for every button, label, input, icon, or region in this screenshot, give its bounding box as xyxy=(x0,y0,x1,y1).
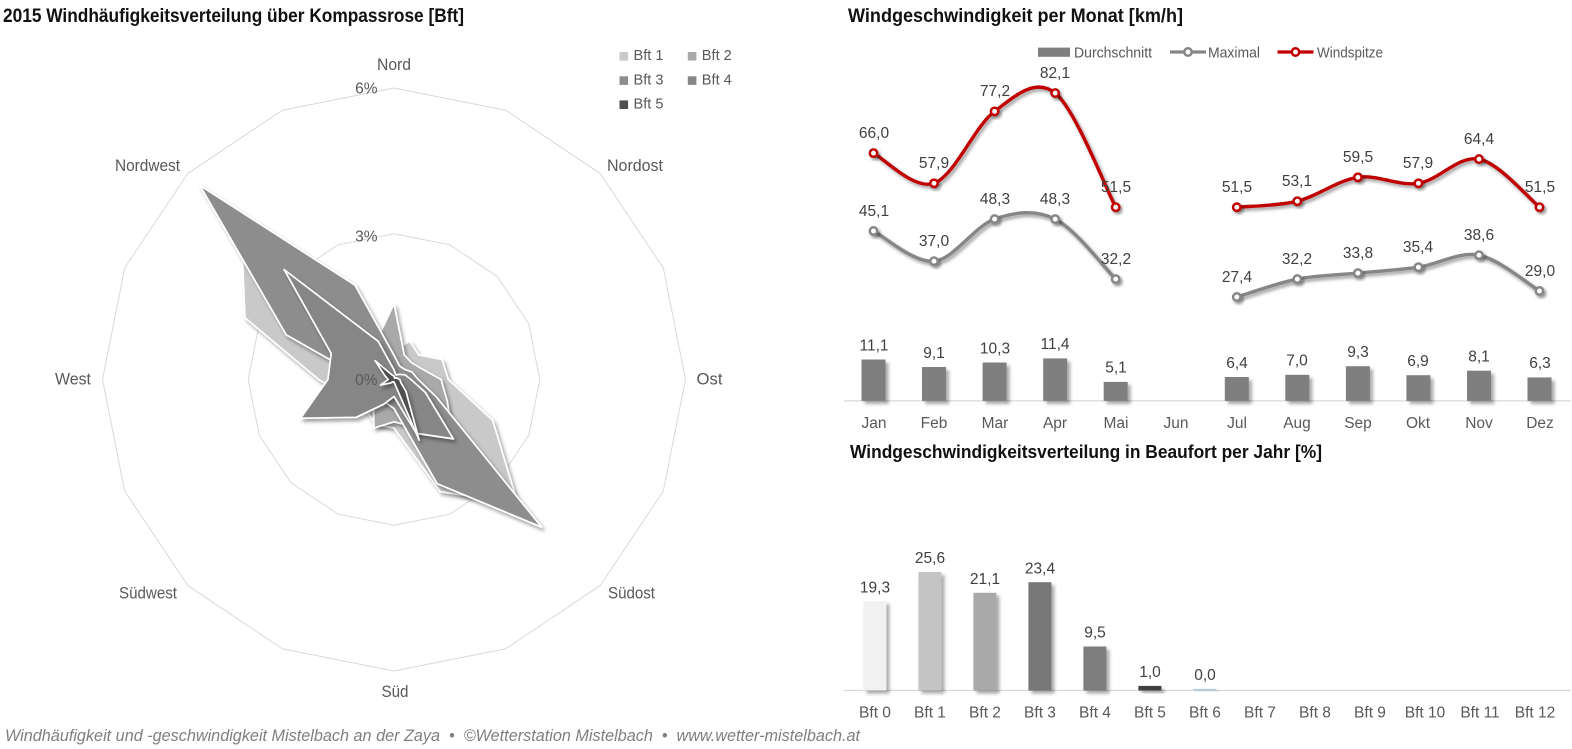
svg-text:Dez: Dez xyxy=(1526,415,1554,432)
svg-text:Nov: Nov xyxy=(1465,415,1493,432)
svg-text:23,4: 23,4 xyxy=(1025,560,1056,577)
svg-text:11,1: 11,1 xyxy=(859,337,888,354)
svg-text:Bft 3: Bft 3 xyxy=(634,72,664,89)
svg-text:Südwest: Südwest xyxy=(119,585,177,603)
svg-text:0,0: 0,0 xyxy=(1194,667,1216,684)
svg-text:Aug: Aug xyxy=(1283,415,1311,432)
svg-text:7,0: 7,0 xyxy=(1286,353,1308,370)
svg-text:Windspitze: Windspitze xyxy=(1317,45,1383,62)
svg-text:57,9: 57,9 xyxy=(1403,155,1433,172)
svg-text:Windhäufigkeit und -geschwindi: Windhäufigkeit und -geschwindigkeit Mist… xyxy=(5,727,861,745)
svg-text:32,2: 32,2 xyxy=(1101,251,1131,268)
svg-text:6%: 6% xyxy=(355,81,378,98)
svg-text:Bft 8: Bft 8 xyxy=(1299,705,1331,722)
svg-text:6,9: 6,9 xyxy=(1407,353,1429,370)
svg-text:77,2: 77,2 xyxy=(980,83,1010,100)
svg-text:66,0: 66,0 xyxy=(859,125,890,142)
svg-text:Bft 2: Bft 2 xyxy=(969,705,1001,722)
svg-text:51,5: 51,5 xyxy=(1222,179,1252,196)
svg-text:Durchschnitt: Durchschnitt xyxy=(1074,45,1153,62)
svg-text:32,2: 32,2 xyxy=(1282,251,1312,268)
svg-text:Nordost: Nordost xyxy=(607,157,663,175)
svg-text:1,0: 1,0 xyxy=(1139,664,1161,681)
svg-text:33,8: 33,8 xyxy=(1343,245,1373,262)
svg-text:Bft 2: Bft 2 xyxy=(702,47,732,64)
svg-text:Mar: Mar xyxy=(982,415,1009,432)
svg-text:82,1: 82,1 xyxy=(1040,65,1070,82)
svg-text:38,6: 38,6 xyxy=(1464,227,1494,244)
svg-text:0%: 0% xyxy=(355,372,378,389)
svg-text:29,0: 29,0 xyxy=(1525,263,1556,280)
svg-text:Bft 12: Bft 12 xyxy=(1515,705,1556,722)
svg-text:Bft 9: Bft 9 xyxy=(1354,705,1386,722)
svg-text:Bft 5: Bft 5 xyxy=(634,96,664,113)
svg-text:9,3: 9,3 xyxy=(1347,344,1369,361)
svg-text:Süd: Süd xyxy=(382,683,409,701)
svg-text:35,4: 35,4 xyxy=(1403,239,1434,256)
svg-text:Apr: Apr xyxy=(1043,415,1067,432)
svg-text:Bft 11: Bft 11 xyxy=(1460,705,1499,722)
svg-text:Bft 6: Bft 6 xyxy=(1189,705,1221,722)
svg-text:Bft 7: Bft 7 xyxy=(1244,705,1276,722)
svg-text:6,4: 6,4 xyxy=(1226,355,1248,372)
svg-text:59,5: 59,5 xyxy=(1343,149,1373,166)
svg-text:Südost: Südost xyxy=(608,585,655,603)
svg-text:Bft 4: Bft 4 xyxy=(1079,705,1111,722)
svg-text:2015 Windhäufigkeitsverteilung: 2015 Windhäufigkeitsverteilung über Komp… xyxy=(3,6,464,27)
svg-text:Jul: Jul xyxy=(1227,415,1247,432)
svg-text:57,9: 57,9 xyxy=(919,155,949,172)
svg-text:Windgeschwindigkeitsverteilung: Windgeschwindigkeitsverteilung in Beaufo… xyxy=(850,441,1322,462)
svg-text:9,1: 9,1 xyxy=(923,345,945,362)
svg-text:Jan: Jan xyxy=(862,415,887,432)
svg-text:19,3: 19,3 xyxy=(860,579,890,596)
svg-text:53,1: 53,1 xyxy=(1282,173,1312,190)
svg-text:10,3: 10,3 xyxy=(980,340,1010,357)
svg-text:Feb: Feb xyxy=(921,415,948,432)
svg-text:Jun: Jun xyxy=(1164,415,1189,432)
svg-text:6,3: 6,3 xyxy=(1529,355,1551,372)
svg-text:21,1: 21,1 xyxy=(970,571,1000,588)
svg-text:27,4: 27,4 xyxy=(1222,269,1253,286)
svg-text:37,0: 37,0 xyxy=(919,233,950,250)
svg-text:Bft 5: Bft 5 xyxy=(1134,705,1166,722)
svg-text:3%: 3% xyxy=(355,229,378,246)
svg-text:Bft 4: Bft 4 xyxy=(702,72,732,89)
svg-text:8,1: 8,1 xyxy=(1468,349,1490,366)
svg-text:West: West xyxy=(55,371,91,389)
svg-text:48,3: 48,3 xyxy=(980,191,1010,208)
svg-text:Bft 10: Bft 10 xyxy=(1405,705,1446,722)
svg-text:11,4: 11,4 xyxy=(1040,336,1069,353)
svg-text:64,4: 64,4 xyxy=(1464,131,1495,148)
svg-text:5,1: 5,1 xyxy=(1105,360,1127,377)
svg-text:Sep: Sep xyxy=(1344,415,1372,432)
svg-text:9,5: 9,5 xyxy=(1084,625,1106,642)
svg-text:Mai: Mai xyxy=(1104,415,1129,432)
svg-text:51,5: 51,5 xyxy=(1101,179,1131,196)
svg-text:Bft 0: Bft 0 xyxy=(859,705,891,722)
svg-text:Maximal: Maximal xyxy=(1208,45,1260,62)
svg-text:48,3: 48,3 xyxy=(1040,191,1070,208)
svg-text:Okt: Okt xyxy=(1406,415,1431,432)
svg-text:Nord: Nord xyxy=(377,56,411,74)
svg-text:51,5: 51,5 xyxy=(1525,179,1555,196)
svg-text:Bft 1: Bft 1 xyxy=(634,47,664,64)
svg-text:Nordwest: Nordwest xyxy=(115,157,180,175)
svg-text:Bft 3: Bft 3 xyxy=(1024,705,1056,722)
svg-text:Ost: Ost xyxy=(697,371,724,389)
svg-text:Bft 1: Bft 1 xyxy=(914,705,946,722)
svg-text:Windgeschwindigkeit per Monat: Windgeschwindigkeit per Monat [km/h] xyxy=(848,6,1183,27)
svg-text:25,6: 25,6 xyxy=(915,550,945,567)
svg-text:45,1: 45,1 xyxy=(859,203,889,220)
